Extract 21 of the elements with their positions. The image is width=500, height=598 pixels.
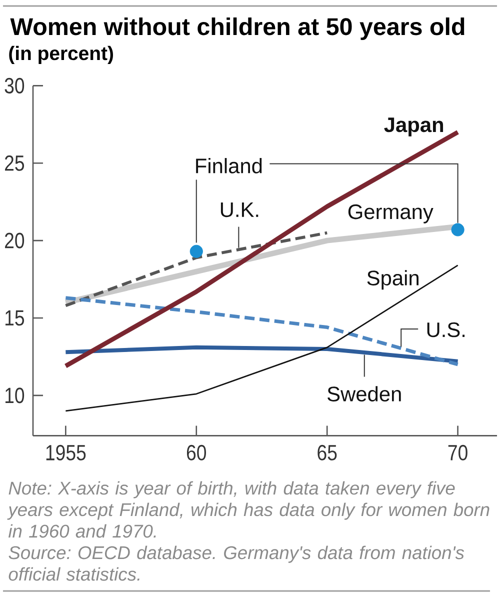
x-tick-label: 70	[448, 444, 468, 460]
y-tick-label: 30	[4, 78, 24, 94]
text: Finland	[196, 158, 262, 174]
text: Note: X-axis is year of birth, with data taken every five years except Finland, which has data only for women born in 1960 and 1970.	[7, 481, 490, 538]
y-tick-label: 20	[5, 232, 24, 248]
series-label: U.K.	[220, 202, 258, 218]
series-label: U.S.	[427, 322, 465, 338]
series-label: Germany	[348, 204, 434, 224]
x-tick-label: 1955	[46, 444, 86, 460]
source-note: Source: OECD database. Germany's data from nation's official statistics.	[8, 546, 464, 581]
series-label: Spain	[367, 270, 418, 290]
x-tick-label: 60	[186, 444, 206, 460]
chart-title: Women without children at 50 years old	[10, 17, 464, 40]
x-tick-label: 65	[318, 444, 337, 460]
series-label: Sweden	[328, 386, 401, 402]
line-series	[64, 345, 460, 364]
y-tick-label: 15	[6, 310, 24, 326]
chart-subtitle: (in percent)	[9, 46, 113, 64]
y-tick-label: 25	[5, 155, 24, 171]
series-label: Japan	[384, 118, 444, 136]
y-tick-label: 10	[6, 388, 24, 404]
